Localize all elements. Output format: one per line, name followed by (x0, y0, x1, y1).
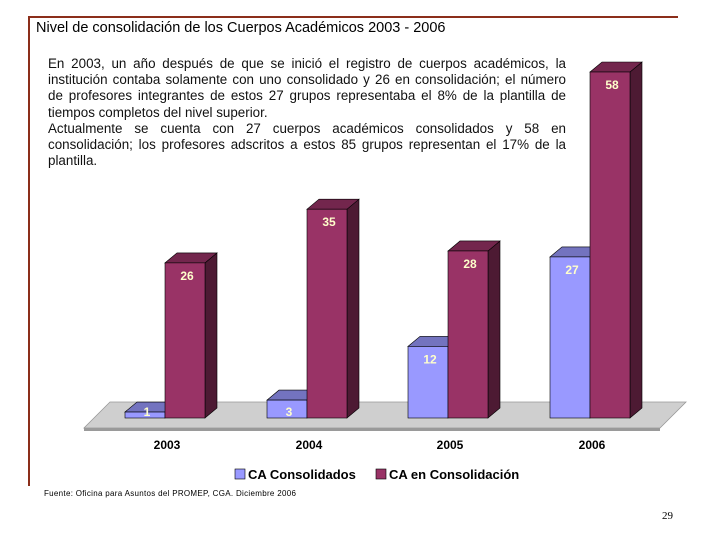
data-label-consolidados-2003: 1 (144, 405, 151, 419)
bar-front-face (306, 208, 348, 419)
legend-label-consolidados: CA Consolidados (248, 467, 356, 482)
source-note: Fuente: Oficina para Asuntos del PROMEP,… (44, 489, 297, 498)
floor-front-edge (84, 428, 660, 431)
bar-consolidados-2003: 1 (124, 401, 178, 419)
bar-side-face (487, 240, 501, 419)
bar-front-face (549, 256, 591, 419)
slide-title: Nivel de consolidación de los Cuerpos Ac… (36, 20, 446, 36)
data-label-en-consolidacion-2005: 28 (463, 257, 477, 271)
data-label-en-consolidacion-2003: 26 (180, 269, 194, 283)
bar-front-face (447, 250, 489, 419)
legend: CA Consolidados CA en Consolidación (234, 467, 519, 482)
data-label-en-consolidacion-2004: 35 (322, 215, 336, 229)
data-label-consolidados-2005: 12 (423, 352, 437, 366)
paragraph-current: Actualmente se cuenta con 27 cuerpos aca… (48, 120, 566, 169)
page-number: 29 (662, 510, 673, 522)
bar-front-face (407, 346, 449, 419)
bar-side-face (204, 252, 218, 419)
legend-swatch-consolidados (234, 468, 246, 480)
bar-en-consolidacion-2004: 35 (306, 198, 360, 419)
bar-side-face (629, 61, 643, 419)
paragraph-2003: En 2003, un año después de que se inició… (48, 56, 566, 120)
data-label-consolidados-2006: 27 (565, 263, 579, 277)
x-tick-label-2005: 2005 (437, 438, 464, 452)
frame-left-line (28, 16, 30, 486)
x-tick-label-2004: 2004 (296, 438, 323, 452)
bar-en-consolidacion-2005: 28 (447, 240, 501, 419)
x-axis-ticks: 2003 2004 2005 2006 (154, 438, 606, 452)
bar-en-consolidacion-2006: 58 (589, 61, 643, 419)
x-tick-label-2006: 2006 (579, 438, 606, 452)
bars-group: 1 26 3 35 12 28 27 58 (124, 61, 643, 419)
data-label-en-consolidacion-2006: 58 (605, 78, 619, 92)
legend-swatch-en-consolidacion (375, 468, 387, 480)
bar-side-face (346, 198, 360, 419)
x-tick-label-2003: 2003 (154, 438, 181, 452)
chart-floor (83, 401, 687, 431)
bar-en-consolidacion-2003: 26 (164, 252, 218, 419)
legend-label-en-consolidacion: CA en Consolidación (389, 467, 519, 482)
data-label-consolidados-2004: 3 (286, 405, 293, 419)
frame-top-line (28, 16, 678, 18)
bar-front-face (589, 71, 631, 419)
description-text: En 2003, un año después de que se inició… (48, 56, 566, 169)
bar-front-face (164, 262, 206, 419)
